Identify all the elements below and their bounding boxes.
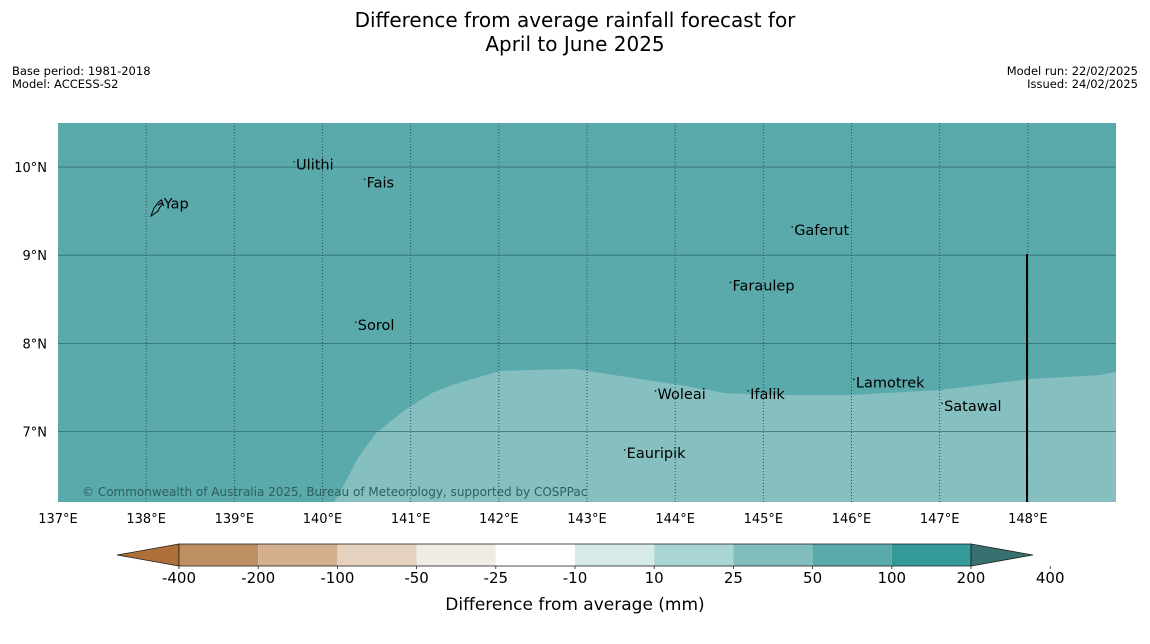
lon-tick-label: 141°E: [391, 512, 431, 527]
island-dot: [654, 389, 657, 392]
colorbar-max-arrow: [970, 543, 1034, 567]
lon-tick-label: 138°E: [126, 512, 166, 527]
colorbar-label: 400: [1036, 569, 1065, 587]
lat-tick-label: 7°N: [23, 425, 48, 440]
island-dot: [160, 199, 163, 202]
title-line-1: Difference from average rainfall forecas…: [354, 8, 796, 32]
island-dot: [941, 402, 943, 405]
place-label: Ulithi: [296, 158, 334, 174]
colorbar: -400 -200 -100 -50 -25 -10 10 25 50 100 200 400: [116, 543, 1065, 587]
zone-50-to-100: [334, 369, 1116, 502]
lon-tick-label: 143°E: [567, 512, 607, 527]
colorbar-min-arrow: [116, 543, 180, 567]
colorbar-label: -200: [241, 569, 275, 587]
colorbar-swatch: [812, 544, 892, 566]
place-label: Eauripik: [627, 446, 686, 462]
place-label: Woleai: [658, 387, 706, 403]
colorbar-swatch: [495, 544, 575, 566]
copyright-text: © Commonwealth of Australia 2025, Bureau…: [82, 485, 587, 499]
island-dot: [293, 160, 295, 163]
place-label: Fais: [367, 175, 394, 191]
island-dot: [853, 378, 855, 381]
lat-tick-label: 9°N: [23, 249, 48, 264]
place-label: Satawal: [944, 399, 1001, 415]
colorbar-label: -25: [484, 569, 509, 587]
base-period-text: Base period: 1981-2018: [12, 64, 151, 78]
lon-tick-label: 144°E: [655, 512, 695, 527]
lat-tick-label: 8°N: [23, 337, 48, 352]
run-info: Model run: 22/02/2025 Issued: 24/02/2025: [1007, 65, 1138, 91]
island-dot: [623, 449, 626, 451]
place-label: Ifalik: [750, 387, 785, 403]
lon-tick-label: 148°E: [1008, 512, 1048, 527]
place-label: Faraulep: [732, 278, 794, 294]
island-dot: [747, 389, 750, 392]
colorbar-swatch: [337, 544, 417, 566]
model-text: Model: ACCESS-S2: [12, 77, 119, 91]
colorbar-label: 200: [957, 569, 986, 587]
colorbar-swatch: [654, 544, 734, 566]
colorbar-label: -100: [320, 569, 354, 587]
colorbar-label: 10: [645, 569, 664, 587]
place-label: Lamotrek: [856, 375, 925, 391]
lon-tick-label: 140°E: [303, 512, 343, 527]
island-dot: [354, 321, 357, 324]
yap-island-outline: [149, 199, 165, 218]
place-label: Yap: [163, 196, 189, 212]
colorbar-label: -400: [162, 569, 196, 587]
issued-text: Issued: 24/02/2025: [1027, 77, 1138, 91]
model-run-text: Model run: 22/02/2025: [1006, 64, 1138, 78]
colorbar-title: Difference from average (mm): [445, 595, 704, 615]
place-label: Gaferut: [794, 223, 849, 239]
colorbar-swatch: [733, 544, 813, 566]
colorbar-swatch: [179, 544, 259, 566]
island-dot: [363, 178, 366, 181]
island-dot: [729, 281, 732, 284]
colorbar-label: 50: [803, 569, 822, 587]
lon-tick-label: 139°E: [215, 512, 255, 527]
lat-tick-label: 10°N: [14, 161, 47, 176]
lon-tick-label: 142°E: [479, 512, 519, 527]
lon-tick-label: 145°E: [744, 512, 784, 527]
colorbar-label: 100: [877, 569, 906, 587]
colorbar-label: -10: [563, 569, 588, 587]
colorbar-swatch: [575, 544, 655, 566]
map-title: Difference from average rainfall forecas…: [0, 8, 1150, 56]
colorbar-swatch: [416, 544, 496, 566]
lon-tick-label: 137°E: [38, 512, 78, 527]
title-line-2: April to June 2025: [485, 32, 665, 56]
island-dot: [791, 226, 794, 228]
colorbar-swatch: [891, 544, 971, 566]
lon-tick-label: 147°E: [920, 512, 960, 527]
place-label: Sorol: [358, 318, 395, 334]
colorbar-label: 25: [724, 569, 743, 587]
base-info: Base period: 1981-2018 Model: ACCESS-S2: [12, 65, 151, 91]
lon-tick-label: 146°E: [832, 512, 872, 527]
colorbar-label: -50: [404, 569, 429, 587]
colorbar-swatch: [258, 544, 338, 566]
